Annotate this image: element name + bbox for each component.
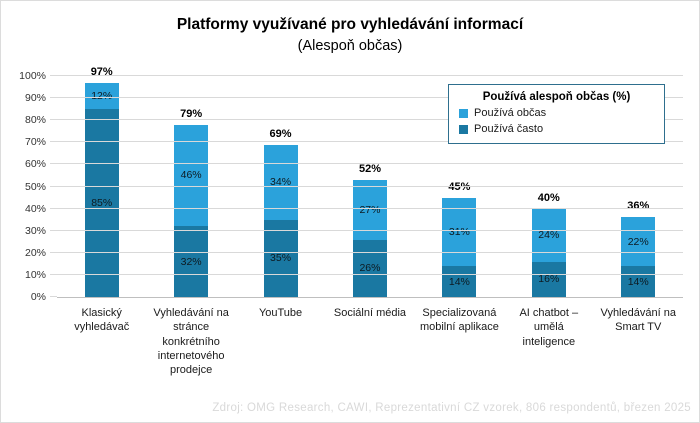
bar-segment-obcas: 24% [531, 208, 566, 262]
y-tick-label-70%: 70% [24, 136, 46, 149]
bar-segment-obcas: 34% [263, 144, 298, 220]
bar-segment-casto: 14% [621, 266, 656, 297]
legend-label-obcas: Používá občas [474, 107, 547, 119]
y-tick-40% [50, 207, 57, 209]
legend-title: Používá alespoň občas (%) [482, 91, 631, 103]
bar-segment-casto: 26% [352, 239, 387, 297]
bar-column-7: 14% 22% 36% [594, 76, 683, 297]
bar-segment-casto: 32% [174, 226, 209, 297]
y-tick-20% [50, 251, 57, 253]
y-tick-label-10%: 10% [24, 268, 46, 281]
bar-segment-obcas: 12% [84, 82, 119, 110]
bar-column-5: 14% 31% 45% [415, 76, 504, 297]
segment-value-label: 34% [270, 176, 292, 189]
bar-segment-obcas: 31% [442, 197, 477, 267]
x-axis-label-6: AI chatbot – umělá inteligence [519, 307, 579, 348]
y-tick-label-0%: 0% [30, 291, 46, 303]
gridline-80% [57, 119, 683, 121]
chart-title: Platformy využívané pro vyhledávání info… [176, 16, 524, 33]
legend-item-casto: Používá často [459, 123, 654, 135]
x-axis-label-2: Vyhledávání na stránce konkrétního inter… [153, 307, 229, 377]
bar-total-label: 45% [448, 180, 471, 193]
x-axis-labels: Klasický vyhledávač Vyhledávání na stránc… [57, 306, 683, 377]
source-note: Zdroj: OMG Research, CAWI, Reprezentativ… [212, 402, 691, 414]
segment-value-label: 27% [359, 203, 381, 216]
gridline-10% [57, 273, 683, 275]
bar-segment-obcas: 46% [174, 124, 209, 227]
gridline-20% [57, 251, 683, 253]
bar-total-label: 40% [537, 191, 560, 204]
bar-segment-obcas: 22% [621, 217, 656, 267]
y-tick-label-60%: 60% [24, 158, 46, 171]
y-tick-label-30%: 30% [24, 224, 46, 237]
gridline-40% [57, 207, 683, 209]
segment-value-label: 16% [538, 273, 560, 286]
gridline-50% [57, 185, 683, 187]
y-tick-label-50%: 50% [24, 180, 46, 193]
gridline-60% [57, 163, 683, 165]
x-axis-label-7: Vyhledávání na Smart TV [600, 307, 676, 334]
y-tick-50% [50, 185, 57, 187]
segment-value-label: 24% [538, 229, 560, 242]
bar-total-label: 36% [627, 200, 650, 213]
chart-subtitle: (Alespoň občas) [297, 38, 403, 54]
bar-segment-obcas: 27% [352, 179, 387, 240]
legend-item-obcas: Používá občas [459, 107, 654, 119]
legend-label-casto: Používá často [474, 123, 544, 135]
segment-value-label: 14% [627, 275, 649, 288]
bar-segment-casto: 14% [442, 266, 477, 297]
y-tick-label-40%: 40% [24, 202, 46, 215]
y-tick-30% [50, 229, 57, 231]
segment-value-label: 22% [627, 235, 649, 248]
y-tick-label-100%: 100% [19, 70, 46, 82]
segment-value-label: 26% [359, 262, 381, 275]
gridline-100% [57, 75, 683, 76]
gridline-90% [57, 97, 683, 99]
x-axis-label-4: Sociální média [333, 307, 407, 319]
x-axis-label-5: Specializovaná mobilní aplikace [419, 307, 499, 334]
y-tick-100% [50, 75, 57, 76]
bars-container: 85% 12% 97% 32% 46% 79% 35% 34% 69% 26% 27% 52% 14% 3… [57, 66, 683, 297]
gridline-30% [57, 229, 683, 231]
x-axis-label-1: Klasický vyhledávač [74, 307, 130, 334]
legend-swatch-obcas [459, 108, 468, 118]
segment-value-label: 85% [91, 197, 113, 210]
bar-total-label: 52% [358, 162, 381, 175]
bar-column-3: 35% 34% 69% [236, 76, 325, 297]
y-tick-10% [50, 273, 57, 275]
bar-segment-casto: 16% [531, 261, 566, 297]
segment-value-label: 32% [180, 255, 202, 268]
y-tick-label-90%: 90% [24, 92, 46, 105]
segment-value-label: 31% [448, 225, 470, 238]
y-tick-80% [50, 119, 57, 121]
y-tick-0% [50, 296, 57, 297]
segment-value-label: 12% [91, 89, 113, 102]
plot-area: 85% 12% 97% 32% 46% 79% 35% 34% 69% 26% 27% 52% 14% 3… [19, 66, 683, 303]
bar-segment-casto: 35% [263, 219, 298, 297]
legend: Používá alespoň občas (%) Používá občas … [448, 84, 665, 144]
x-axis-label-3: YouTube [258, 307, 303, 319]
segment-value-label: 14% [448, 275, 470, 288]
y-tick-label-80%: 80% [24, 114, 46, 127]
bar-total-label: 69% [269, 127, 292, 140]
y-tick-70% [50, 141, 57, 143]
bar-segment-casto: 85% [84, 109, 119, 297]
segment-value-label: 46% [180, 169, 202, 182]
bar-total-label: 97% [90, 65, 113, 78]
bar-column-4: 26% 27% 52% [325, 76, 414, 297]
y-tick-60% [50, 163, 57, 165]
bar-column-2: 32% 46% 79% [146, 76, 235, 297]
y-tick-label-20%: 20% [24, 246, 46, 259]
bar-column-1: 85% 12% 97% [57, 66, 146, 297]
bar-total-label: 79% [180, 107, 203, 120]
legend-swatch-casto [459, 124, 468, 134]
gridline-70% [57, 141, 683, 143]
segment-value-label: 35% [270, 252, 292, 265]
y-tick-90% [50, 97, 57, 99]
